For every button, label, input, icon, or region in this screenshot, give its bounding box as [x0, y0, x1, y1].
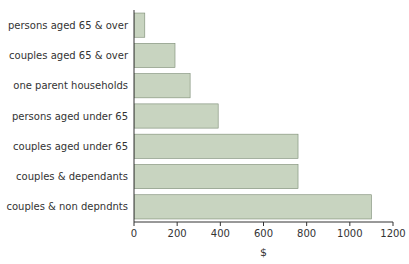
- category-label: persons aged 65 & over: [8, 20, 129, 31]
- x-tick-label: 400: [211, 228, 230, 239]
- category-label: couples aged under 65: [13, 141, 128, 152]
- x-tick: [177, 222, 178, 226]
- bar: [134, 13, 145, 37]
- x-tick: [393, 222, 394, 226]
- x-tick: [220, 222, 221, 226]
- category-label: persons aged under 65: [12, 111, 128, 122]
- category-labels: couples & non depndnts couples & dependan…: [6, 20, 128, 213]
- page: {"chart_data": {"type": "bar", "orientat…: [0, 0, 409, 264]
- category-label: one parent households: [13, 80, 128, 91]
- y-axis-line: [134, 10, 135, 222]
- chart: couples & non depndnts couples & dependan…: [0, 0, 409, 264]
- bar: [134, 195, 371, 219]
- x-tick-label: 600: [254, 228, 273, 239]
- category-label: couples & non depndnts: [6, 201, 128, 212]
- bar: [134, 134, 298, 158]
- x-tick-label: 1000: [337, 228, 362, 239]
- bar: [134, 104, 218, 128]
- category-label: couples & dependants: [16, 171, 128, 182]
- x-tick: [306, 222, 307, 226]
- x-tick-label: 0: [131, 228, 137, 239]
- x-tick: [263, 222, 264, 226]
- bars: [134, 13, 371, 219]
- x-tick-label: 200: [168, 228, 187, 239]
- x-axis-label: $: [260, 246, 267, 259]
- bar: [134, 164, 298, 188]
- x-tick-label: 800: [297, 228, 316, 239]
- bar: [134, 43, 175, 67]
- bar: [134, 74, 190, 98]
- axes: [134, 10, 393, 222]
- x-tick: [349, 222, 350, 226]
- category-label: couples aged 65 & over: [9, 50, 129, 61]
- x-tick: [134, 222, 135, 226]
- x-tick-label: 1200: [380, 228, 405, 239]
- x-ticks: 0 200 400 600 800 1000 1200: [131, 222, 406, 239]
